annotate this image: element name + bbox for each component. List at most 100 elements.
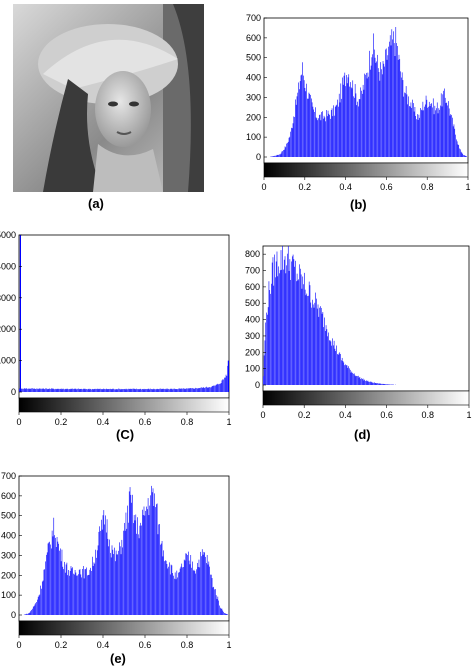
histogram-bar <box>97 389 99 392</box>
histogram-bar <box>25 614 27 615</box>
y-tick-label: 200 <box>245 347 260 357</box>
histogram-bar <box>67 575 69 615</box>
histogram-bar <box>54 535 55 615</box>
histogram-spike <box>227 360 229 392</box>
histogram-bar <box>165 560 167 615</box>
histogram-bar <box>128 388 130 392</box>
histogram-bar <box>338 93 340 157</box>
histogram-bar <box>309 93 311 157</box>
histogram-bar <box>78 388 79 392</box>
histogram-bar <box>106 519 108 615</box>
histogram-bar <box>224 613 226 615</box>
histogram-bar <box>389 41 390 157</box>
histogram-bar <box>60 388 62 392</box>
histogram-bar <box>295 260 296 385</box>
histogram-bar <box>364 379 365 385</box>
histogram-bar <box>224 377 226 392</box>
histogram-bar <box>174 388 175 392</box>
histogram-bar <box>371 57 373 157</box>
y-tick-label: 300 <box>1 550 16 560</box>
histogram-bar <box>178 388 179 392</box>
histogram-bar <box>196 569 197 615</box>
histogram-bar <box>41 588 42 615</box>
histogram-bar <box>175 579 177 615</box>
histogram-bar <box>57 388 59 392</box>
histogram-bar <box>380 62 381 157</box>
histogram-bar <box>108 546 110 615</box>
histogram-bar <box>427 107 428 157</box>
histogram-bar <box>214 589 215 615</box>
histogram-bar <box>275 261 277 385</box>
histogram-bar <box>313 109 315 157</box>
histogram-bar <box>380 383 382 385</box>
histogram-bar <box>276 154 278 157</box>
histogram-bar <box>377 54 378 157</box>
histogram-bar <box>107 538 109 615</box>
histogram-bar <box>55 388 56 392</box>
histogram-bar <box>123 530 124 615</box>
histogram-bar <box>283 259 285 385</box>
y-tick-label: 200 <box>246 112 261 122</box>
histogram-bar <box>460 149 461 157</box>
histogram-bar <box>136 533 137 615</box>
y-tick-label: 500 <box>1 511 16 521</box>
histogram-bar <box>271 156 273 157</box>
histogram-bar <box>166 389 168 392</box>
histogram-bar <box>92 556 93 615</box>
histogram-bar <box>300 268 301 385</box>
histogram-bar <box>358 377 360 385</box>
histogram-bar <box>382 383 384 385</box>
histogram-bar <box>425 95 427 157</box>
histogram-bar <box>19 388 20 392</box>
histogram-bar <box>265 322 267 385</box>
histogram-bar <box>407 104 409 157</box>
histogram-bar <box>432 98 434 157</box>
histogram-bar <box>283 149 285 157</box>
histogram-bar <box>420 109 422 157</box>
histogram-bar <box>214 385 215 392</box>
y-tick-label: 500 <box>246 53 261 63</box>
histogram-bar <box>353 96 354 157</box>
histogram-bar <box>124 530 126 615</box>
histogram-bar <box>370 381 371 385</box>
histogram-bar <box>399 59 401 157</box>
histogram-bar <box>167 388 169 392</box>
histogram-bar <box>215 384 217 392</box>
histogram-bar <box>438 108 440 157</box>
caption-b: (b) <box>350 197 367 212</box>
histogram-bar <box>159 524 160 615</box>
caption-c: (C) <box>116 427 135 442</box>
histogram-bar <box>184 389 186 392</box>
histogram-bar <box>450 114 452 157</box>
histogram-bar <box>335 351 337 385</box>
histogram-bar <box>219 605 220 615</box>
histogram-bar <box>328 113 330 157</box>
histogram-bar <box>90 388 91 392</box>
histogram-bar <box>320 307 322 385</box>
x-tick-label: 0.6 <box>139 640 152 650</box>
histogram-bar <box>280 250 282 385</box>
histogram-bar <box>63 388 64 392</box>
histogram-bar <box>463 154 464 157</box>
histogram-bar <box>140 388 142 392</box>
histogram-bar <box>377 68 379 157</box>
histogram-bar <box>379 383 381 385</box>
histogram-bar <box>75 572 77 615</box>
histogram-bar <box>65 389 67 392</box>
histogram-bar <box>167 568 169 615</box>
histogram-bar <box>148 388 150 392</box>
histogram-bar <box>119 546 121 615</box>
histogram-bar <box>222 610 224 615</box>
histogram-bar <box>177 577 178 615</box>
histogram-bar <box>279 154 280 157</box>
histogram-bar <box>295 281 297 385</box>
histogram-bar <box>93 389 95 392</box>
histogram-bar <box>316 298 317 385</box>
y-tick-label: 0 <box>256 152 261 162</box>
y-tick-label: 300 <box>245 331 260 341</box>
histogram-bar <box>285 273 287 385</box>
histogram-bar <box>353 373 354 385</box>
histogram-bar <box>355 93 357 157</box>
histogram-bar <box>140 522 142 615</box>
histogram-bar <box>119 388 120 392</box>
